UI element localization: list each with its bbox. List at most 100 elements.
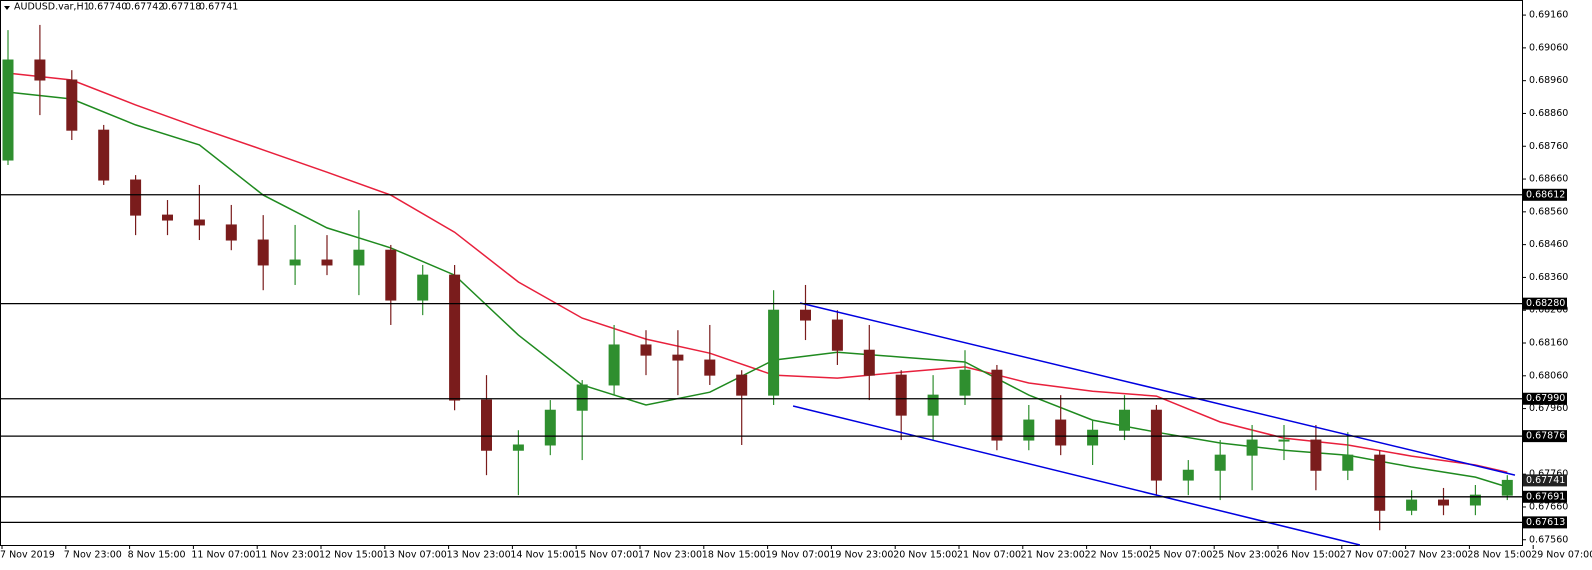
candle-body: [1023, 419, 1035, 441]
x-tick-label: 25 Nov 07:00: [1148, 550, 1212, 561]
candle-body: [1214, 454, 1226, 471]
channel-line: [799, 302, 1516, 476]
symbol: AUDUSD.var,H1: [14, 2, 90, 13]
candle-body: [672, 354, 684, 361]
last-price-label: 0.67741: [1526, 475, 1565, 486]
x-tick-label: 20 Nov 15:00: [893, 550, 957, 561]
y-tick-label: 0.69160: [1529, 10, 1568, 21]
candle-body: [1501, 479, 1513, 496]
x-tick-label: 8 Nov 15:00: [128, 550, 186, 561]
y-tick-label: 0.68260: [1529, 305, 1568, 316]
level-label: 0.68280: [1526, 298, 1565, 309]
candle-body: [321, 259, 333, 266]
x-tick-label: 15 Nov 07:00: [574, 550, 638, 561]
candle-body: [1150, 409, 1162, 481]
candle-body: [417, 274, 429, 301]
y-tick-label: 0.68460: [1529, 239, 1568, 250]
candle-body: [512, 444, 524, 451]
y-tick-label: 0.68960: [1529, 75, 1568, 86]
level-label: 0.67990: [1526, 393, 1565, 404]
x-tick-label: 25 Nov 23:00: [1212, 550, 1276, 561]
candle-body: [704, 359, 716, 376]
level-label: 0.67613: [1526, 517, 1565, 528]
candle-body: [1246, 439, 1258, 456]
x-tick-label: 26 Nov 15:00: [1276, 550, 1340, 561]
candle-body: [1182, 469, 1194, 481]
level-label: 0.68612: [1526, 189, 1565, 200]
candle-body: [385, 249, 397, 301]
header-price: 0.67742: [125, 2, 164, 13]
x-tick-label: 14 Nov 15:00: [510, 550, 574, 561]
candle-body: [544, 409, 556, 446]
candle-body: [289, 259, 301, 266]
candle-body: [640, 344, 652, 356]
y-tick-label: 0.67760: [1529, 469, 1568, 480]
candle-body: [1119, 409, 1130, 431]
y-tick-label: 0.67660: [1529, 501, 1568, 512]
candle-body: [353, 249, 365, 266]
y-tick-label: 0.68860: [1529, 108, 1568, 119]
candle-body: [831, 319, 843, 351]
candle-body: [193, 219, 205, 226]
level-tag: [1523, 297, 1567, 310]
candle-body: [863, 349, 875, 376]
x-tick-label: 19 Nov 07:00: [766, 550, 830, 561]
candle-body: [1342, 454, 1354, 471]
candle-body: [576, 384, 588, 411]
level-tag: [1523, 490, 1567, 503]
candle-body: [959, 369, 971, 396]
y-tick-label: 0.69060: [1529, 42, 1568, 53]
candle-body: [1406, 499, 1418, 511]
candle-body: [1374, 454, 1386, 511]
candle-body: [736, 374, 748, 396]
candle-body: [449, 274, 461, 401]
level-tag: [1523, 516, 1567, 529]
candle-body: [34, 59, 46, 81]
candle-body: [800, 309, 811, 321]
candle-body: [257, 239, 269, 266]
candle-body: [895, 374, 907, 416]
x-tick-label: 21 Nov 07:00: [957, 550, 1021, 561]
candle-body: [162, 214, 173, 221]
level-tag: [1523, 188, 1567, 201]
x-tick-label: 29 Nov 07:00: [1531, 550, 1592, 561]
candle-body: [481, 399, 492, 451]
x-tick-label: 17 Nov 23:00: [638, 550, 702, 561]
y-tick-label: 0.68060: [1529, 370, 1568, 381]
menu-icon: [4, 6, 10, 10]
x-tick-label: 28 Nov 15:00: [1467, 550, 1531, 561]
y-tick-label: 0.68560: [1529, 206, 1568, 217]
y-tick-label: 0.68660: [1529, 174, 1568, 185]
x-tick-label: 11 Nov 23:00: [255, 550, 319, 561]
y-tick-label: 0.68360: [1529, 272, 1568, 283]
candle-body: [1469, 494, 1481, 506]
candle-body: [225, 224, 237, 241]
level-tag: [1523, 392, 1567, 405]
x-tick-label: 27 Nov 07:00: [1340, 550, 1404, 561]
candle-body: [1278, 439, 1290, 442]
header-price: 0.67740: [88, 2, 127, 13]
x-tick-label: 22 Nov 15:00: [1085, 550, 1149, 561]
x-tick-label: 7 Nov 2019: [0, 550, 55, 561]
candle-body: [66, 79, 78, 131]
candle-body: [608, 344, 620, 386]
y-tick-label: 0.68760: [1529, 141, 1568, 152]
candle-body: [991, 369, 1003, 441]
x-tick-label: 13 Nov 07:00: [383, 550, 447, 561]
level-label: 0.67876: [1526, 431, 1565, 442]
candle-body: [1087, 429, 1099, 446]
x-tick-label: 13 Nov 23:00: [447, 550, 511, 561]
x-tick-label: 18 Nov 15:00: [702, 550, 766, 561]
y-tick-label: 0.67560: [1529, 534, 1568, 545]
header-price: 0.67741: [199, 2, 238, 13]
header-price: 0.67718: [162, 2, 201, 13]
level-label: 0.67691: [1526, 491, 1565, 502]
x-tick-label: 7 Nov 23:00: [64, 550, 122, 561]
candle-body: [1310, 439, 1322, 471]
x-tick-label: 11 Nov 07:00: [191, 550, 255, 561]
plot-frame: [0, 0, 1523, 546]
candle-body: [130, 179, 142, 216]
last-price-tag: [1523, 474, 1567, 487]
